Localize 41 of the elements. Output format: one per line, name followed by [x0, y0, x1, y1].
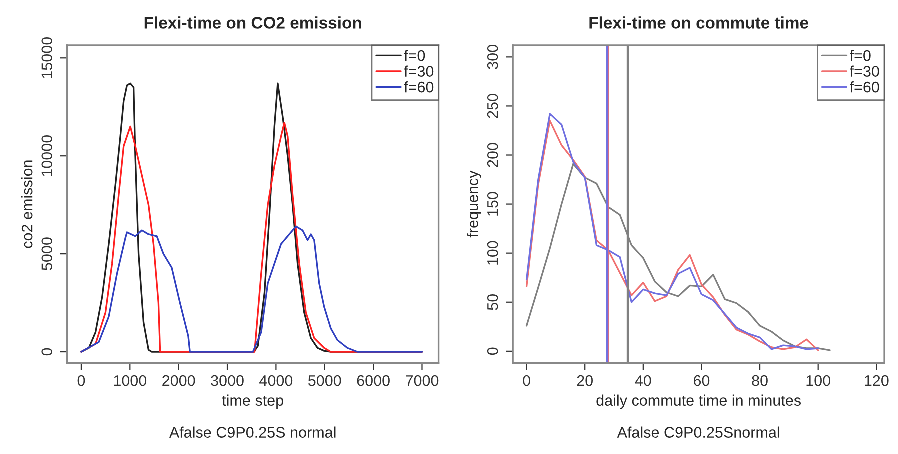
x-tick-label: 40: [635, 375, 652, 386]
y-tick-label: 250: [487, 94, 498, 118]
y-tick-label: 15000: [42, 37, 53, 78]
x-tick-label: 6000: [357, 375, 390, 386]
y-tick-label: 100: [487, 241, 498, 265]
chart-title: Flexi-time on commute time: [590, 16, 808, 29]
text: Afalse C9P0.25S normal: [169, 426, 336, 438]
x-tick-label: 1000: [114, 375, 147, 386]
y-tick-label: 5000: [42, 238, 53, 270]
x-axis-title: time step: [222, 394, 284, 410]
x-tick-label: 100: [806, 375, 830, 386]
y-axis-title: frequency: [467, 170, 482, 238]
x-tick-label: 4000: [260, 375, 293, 386]
x-tick-label: 20: [577, 375, 593, 386]
x-tick-label: 2000: [162, 375, 196, 386]
legend-label: f=60: [850, 82, 880, 93]
x-tick-label: 80: [752, 375, 768, 386]
y-tick-label: 0: [487, 348, 498, 356]
y-tick-label: 0: [42, 348, 53, 356]
legend-label: f=30: [404, 66, 434, 77]
y-tick-label: 200: [487, 143, 498, 168]
y-tick-label: 10000: [42, 135, 53, 176]
legend-label: f=30: [850, 66, 880, 77]
x-tick-label: 7000: [406, 375, 439, 386]
legend-label: f=0: [404, 50, 426, 62]
legend-label: f=60: [404, 82, 434, 93]
y-tick-label: 300: [487, 45, 498, 70]
x-axis-title: daily commute time in minutes: [596, 394, 801, 410]
y-tick-label: 50: [487, 294, 498, 310]
line-series: [80, 226, 424, 353]
legend-label: f=0: [850, 50, 871, 62]
chart-title: Flexi-time on CO2 emission: [144, 16, 362, 29]
text: Afalse C9P0.25Snormal: [617, 426, 780, 438]
y-tick-label: 150: [487, 192, 498, 216]
y-axis-title: co2 emission: [22, 160, 33, 248]
x-tick-label: 3000: [211, 375, 244, 386]
x-tick-label: 0: [523, 375, 530, 386]
x-tick-label: 0: [78, 375, 86, 386]
x-tick-label: 60: [694, 375, 710, 386]
x-tick-label: 5000: [308, 375, 342, 386]
x-tick-label: 120: [865, 375, 889, 386]
